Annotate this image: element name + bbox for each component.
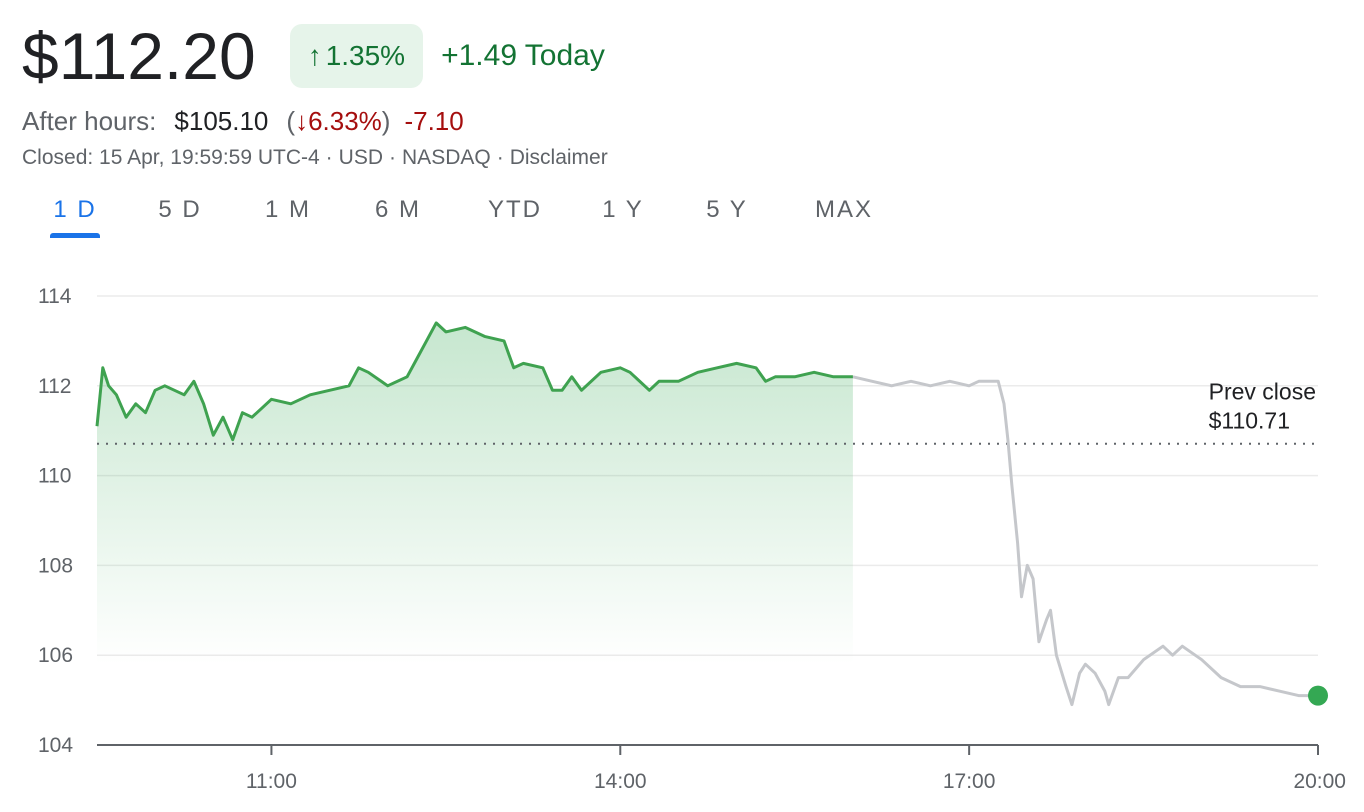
separator: · [496, 146, 504, 169]
change-today: +1.49 Today [441, 39, 605, 72]
after-hours-change: -7.10 [404, 105, 464, 136]
y-tick-label: 108 [38, 554, 73, 577]
open-paren: ( [286, 105, 296, 136]
after-hours-percent-value: 6.33% [308, 105, 382, 136]
exchange: NASDAQ [402, 146, 491, 169]
tab-6m[interactable]: 6 M [372, 196, 424, 240]
prev-close-label: Prev close [1209, 379, 1316, 405]
x-tick-label: 11:00 [246, 770, 297, 793]
after-hours-percent: (↓6.33%) [286, 106, 390, 137]
tab-1d[interactable]: 1 D [50, 196, 100, 240]
closed-time: Closed: 15 Apr, 19:59:59 UTC-4 [22, 146, 320, 169]
tab-5d[interactable]: 5 D [156, 196, 204, 240]
currency: USD [338, 146, 384, 169]
after-hours-row: After hours: $105.10 (↓6.33%) -7.10 [22, 103, 464, 139]
y-tick-label: 106 [38, 644, 73, 667]
y-tick-label: 114 [38, 285, 72, 308]
y-axis: 104 106 108 110 112 114 [38, 285, 73, 757]
tab-max[interactable]: MAX [810, 196, 878, 240]
arrow-down-icon: ↓ [295, 105, 309, 136]
y-tick-label: 104 [38, 734, 73, 757]
current-price: $112.20 [22, 19, 256, 93]
last-price-dot [1308, 685, 1328, 706]
tab-1m[interactable]: 1 M [263, 196, 313, 240]
quote-meta: Closed: 15 Apr, 19:59:59 UTC-4 · USD · NASDA… [22, 146, 608, 170]
tab-label: 6 M [374, 196, 421, 223]
regular-session-line [95, 321, 853, 442]
tab-5y[interactable]: 5 Y [704, 196, 750, 240]
change-percent: 1.35% [325, 40, 406, 71]
tab-label: 1 M [264, 196, 311, 223]
x-tick-label: 17:00 [943, 770, 996, 793]
tab-label: 1 Y [602, 196, 644, 223]
x-tick-label: 14:00 [594, 770, 647, 793]
close-paren: ) [381, 105, 391, 136]
x-axis: 11:00 14:00 17:00 20:00 [97, 744, 1346, 793]
y-tick-label: 110 [38, 465, 71, 488]
tab-ytd[interactable]: YTD [484, 196, 546, 240]
tab-label: 5 D [158, 196, 202, 223]
separator: · [389, 146, 397, 169]
y-tick-label: 112 [38, 375, 71, 398]
tab-1y[interactable]: 1 Y [602, 196, 644, 240]
prev-close-value: $110.71 [1209, 408, 1290, 434]
active-tab-indicator [50, 233, 100, 238]
tab-label: YTD [488, 196, 542, 223]
tab-label: 1 D [53, 196, 97, 223]
after-hours-label: After hours: [22, 105, 157, 136]
separator: · [325, 146, 333, 169]
disclaimer-link[interactable]: Disclaimer [509, 146, 608, 169]
after-hours-price: $105.10 [174, 105, 269, 136]
arrow-up-icon: ↑ [307, 40, 322, 71]
tab-label: 5 Y [706, 196, 748, 223]
after-hours-line [852, 375, 1318, 707]
tab-label: MAX [814, 196, 873, 223]
regular-session-area [97, 322, 853, 665]
x-tick-label: 20:00 [1293, 770, 1346, 793]
change-percent-badge: ↑ 1.35% [289, 24, 424, 88]
price-row: $112.20 ↑ 1.35% +1.49 Today [22, 14, 605, 98]
